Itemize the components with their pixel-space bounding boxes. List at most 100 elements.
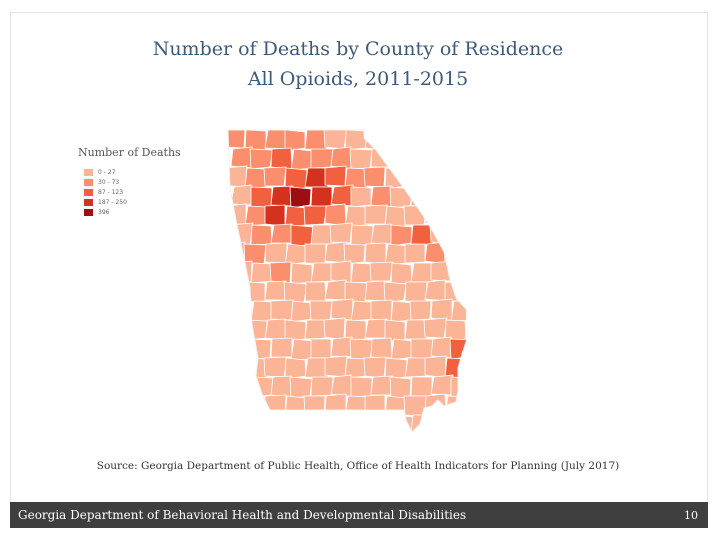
county-shape [270, 147, 293, 170]
legend-label: 0 - 27 [98, 168, 116, 176]
legend-item: 396 [78, 207, 198, 217]
county-shape [350, 414, 373, 432]
county-shape [230, 336, 254, 360]
county-shape [250, 186, 273, 208]
county-shape [343, 243, 366, 265]
county-shape [463, 356, 466, 377]
county-shape [364, 394, 386, 416]
county-shape [264, 130, 289, 150]
county-shape [310, 414, 334, 432]
county-shape [284, 395, 308, 418]
county-shape [270, 337, 293, 358]
county-shape [250, 300, 275, 322]
map-legend: Number of Deaths 0 - 27 30 - 73 87 - 123 18… [78, 146, 198, 217]
county-shape [324, 355, 348, 378]
county-shape [250, 224, 273, 246]
county-shape [230, 184, 255, 206]
county-shape [323, 130, 348, 150]
county-shape [370, 223, 395, 245]
legend-swatch [84, 198, 93, 206]
legend-label: 30 - 73 [98, 178, 120, 186]
county-shape [430, 374, 455, 396]
county-shape [350, 224, 374, 246]
county-shape [304, 319, 328, 340]
county-shape [324, 279, 349, 301]
county-shape [429, 222, 452, 245]
county-shape [370, 413, 395, 432]
county-shape [270, 223, 295, 244]
county-shape [310, 376, 334, 397]
county-shape [290, 300, 314, 323]
county-shape [430, 298, 453, 322]
county-shape [370, 147, 394, 168]
county-shape [269, 261, 292, 284]
map-svg [227, 129, 466, 432]
slide-title: Number of Deaths by County of Residence … [0, 34, 716, 94]
county-shape [344, 167, 368, 189]
county-shape [423, 317, 448, 339]
county-shape [350, 376, 373, 398]
county-shape [350, 300, 375, 322]
county-shape [330, 184, 355, 207]
county-shape [389, 186, 414, 209]
county-shape [424, 241, 448, 265]
county-shape [410, 224, 434, 246]
county-shape [310, 338, 332, 359]
county-shape [304, 357, 329, 379]
county-shape [404, 319, 428, 340]
county-shape [330, 260, 352, 284]
county-shape [464, 130, 466, 149]
county-shape [310, 148, 334, 169]
county-shape [450, 186, 466, 208]
county-shape [464, 394, 466, 417]
county-shape [323, 317, 346, 341]
page-number: 10 [684, 509, 698, 522]
county-shape [390, 414, 414, 432]
legend-title: Number of Deaths [78, 146, 181, 159]
county-shape [444, 130, 466, 151]
county-shape [449, 148, 466, 170]
county-shape [424, 279, 449, 302]
county-shape [290, 148, 315, 171]
county-shape [344, 205, 369, 227]
county-shape [249, 148, 274, 170]
county-shape [463, 166, 466, 189]
county-shape [230, 374, 255, 397]
footer-organization: Georgia Department of Behavioral Health … [18, 508, 467, 522]
source-note: Source: Georgia Department of Public Hea… [96, 460, 620, 472]
legend-swatch [84, 168, 93, 176]
county-shape [324, 165, 347, 187]
county-shape [429, 412, 453, 432]
title-line-2: All Opioids, 2011-2015 [247, 68, 469, 90]
county-shape [290, 262, 313, 285]
county-shape [444, 205, 466, 227]
county-shape [250, 262, 274, 284]
county-shape [329, 222, 353, 244]
county-shape [330, 374, 355, 398]
county-shape [350, 186, 372, 208]
county-shape [444, 167, 466, 189]
county-shape [290, 338, 315, 361]
county-shape [228, 355, 246, 377]
county-shape [444, 357, 466, 379]
legend-item: 87 - 123 [78, 187, 198, 197]
county-shape [228, 393, 248, 417]
county-shape [228, 279, 249, 303]
county-shape [229, 222, 254, 246]
county-shape [289, 376, 313, 399]
legend-label: 396 [98, 208, 110, 216]
county-shape [364, 242, 387, 265]
county-shape [303, 205, 328, 226]
county-shape [390, 300, 414, 323]
county-shape [444, 319, 466, 341]
county-shape [284, 167, 308, 190]
county-shape [464, 280, 466, 303]
county-shape [264, 318, 289, 341]
county-shape [244, 130, 267, 151]
county-shape [430, 146, 454, 168]
county-shape [243, 243, 267, 265]
county-shape [229, 412, 252, 432]
county-shape [370, 337, 393, 359]
county-shape [303, 395, 326, 416]
legend-swatch [84, 188, 93, 196]
